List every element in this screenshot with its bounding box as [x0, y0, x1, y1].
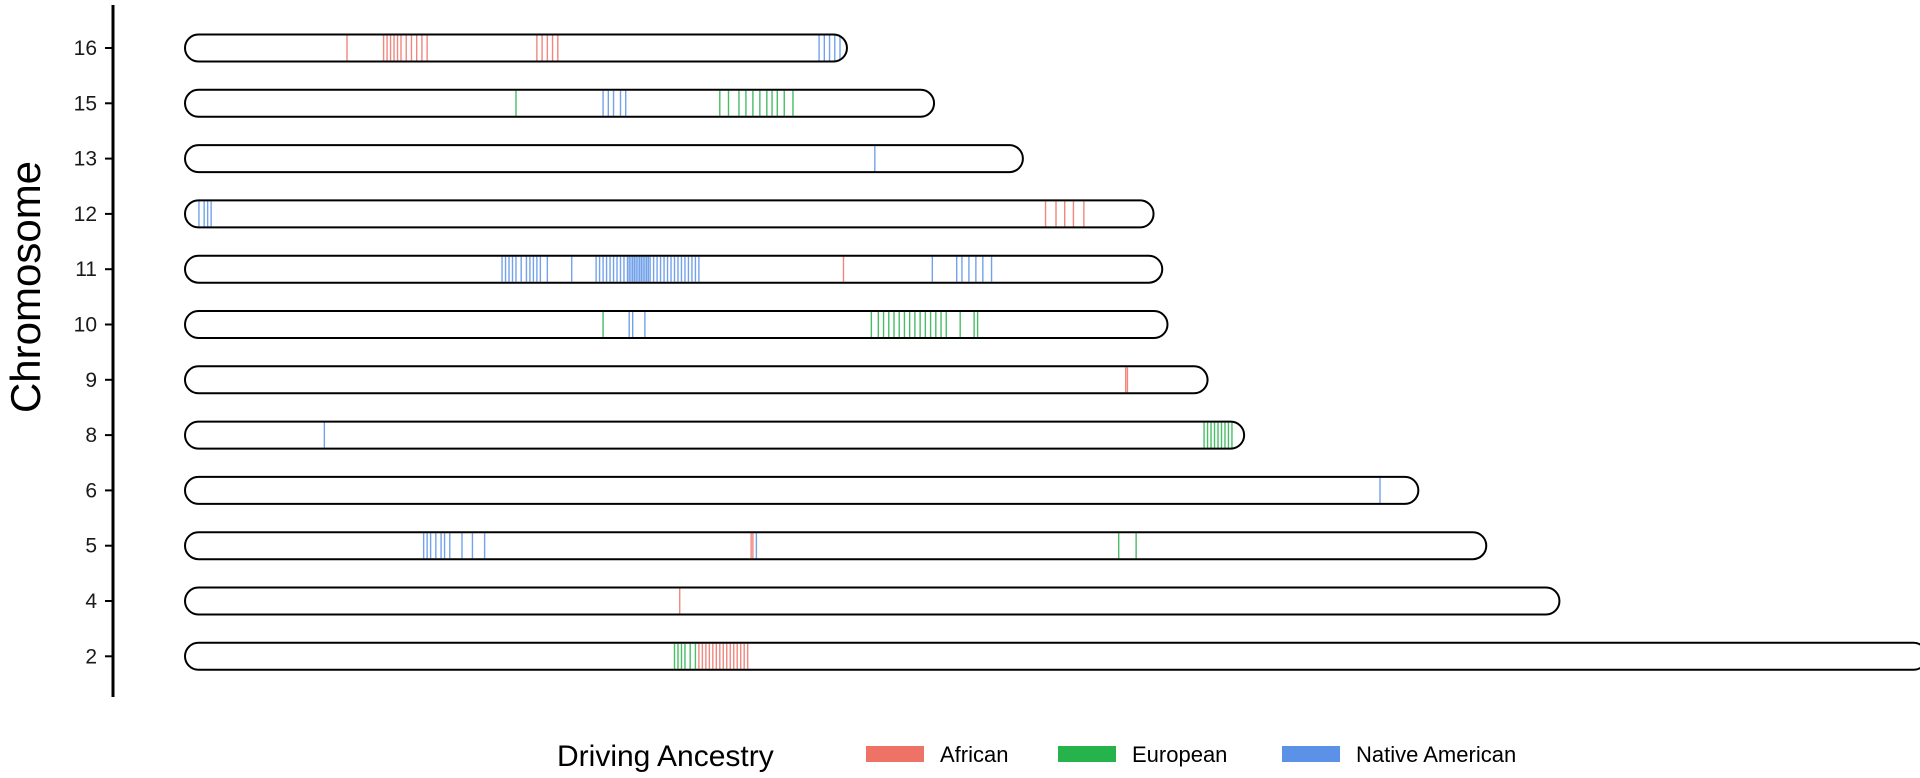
chromosome-10-bar	[184, 310, 1169, 339]
y-tick-label-13: 13	[74, 148, 97, 171]
y-tick-label-16: 16	[74, 37, 97, 60]
y-tick-label-15: 15	[74, 92, 97, 115]
chromosome-11-bar	[184, 254, 1164, 284]
y-tick-label-4: 4	[85, 590, 97, 613]
chromosome-15-bar	[184, 88, 936, 118]
y-tick-label-12: 12	[74, 203, 97, 226]
legend-label-european: European	[1132, 742, 1227, 767]
legend-label-native-american: Native American	[1356, 742, 1516, 767]
legend: Driving Ancestry African European Native A…	[557, 740, 1516, 773]
chromosome-12-bar	[184, 199, 1155, 229]
y-tick-label-9: 9	[85, 369, 97, 392]
legend-label-african: African	[940, 742, 1008, 767]
y-tick-label-2: 2	[85, 645, 97, 668]
y-tick-label-5: 5	[85, 535, 97, 558]
chromosome-13-bar	[184, 144, 1024, 174]
y-tick-label-11: 11	[75, 258, 97, 281]
y-axis-title: Chromosome	[2, 161, 49, 413]
chromosome-4-bar	[184, 586, 1561, 616]
chromosome-6-bar	[184, 475, 1420, 505]
y-tick-label-10: 10	[74, 314, 97, 337]
chromosome-group: 16 15 13 12 11 10 9 8 6 5 4 2	[74, 33, 1920, 671]
legend-swatch-european	[1058, 746, 1116, 762]
legend-swatch-african	[866, 746, 924, 762]
chromosome-9-bar	[184, 365, 1209, 395]
chromosome-8-bar	[184, 420, 1246, 450]
y-tick-label-8: 8	[85, 424, 97, 447]
chromosome-16-bar	[184, 33, 848, 63]
legend-title: Driving Ancestry	[557, 740, 774, 773]
chromosome-5-bar	[184, 531, 1488, 561]
y-tick-label-6: 6	[85, 479, 97, 502]
chromosome-2-bar	[184, 641, 1920, 671]
legend-swatch-native-american	[1282, 746, 1340, 762]
